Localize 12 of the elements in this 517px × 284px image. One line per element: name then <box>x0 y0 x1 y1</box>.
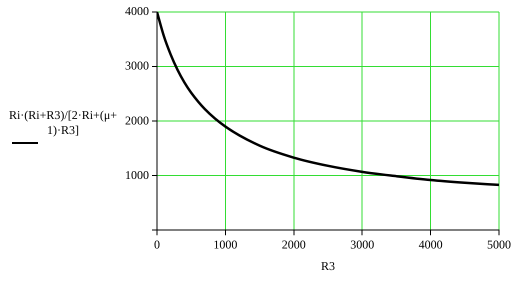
x-tick-label: 2000 <box>282 238 306 252</box>
y-tick-label: 2000 <box>125 113 149 128</box>
y-tick-label: 1000 <box>125 168 149 182</box>
x-axis-title: R3 <box>320 258 336 273</box>
y-tick-label: 3000 <box>125 58 149 73</box>
x-tick-label: 1000 <box>213 238 238 252</box>
y-axis-title: Ri·(Ri+R3)/[2·Ri+(μ+1)·R3] <box>8 108 118 137</box>
y-tick-label: 4000 <box>125 4 149 18</box>
x-tick-label: 5000 <box>487 238 511 252</box>
x-tick-label: 0 <box>154 238 160 252</box>
x-tick-label: 4000 <box>418 238 443 252</box>
x-tick-label: 3000 <box>350 238 374 252</box>
